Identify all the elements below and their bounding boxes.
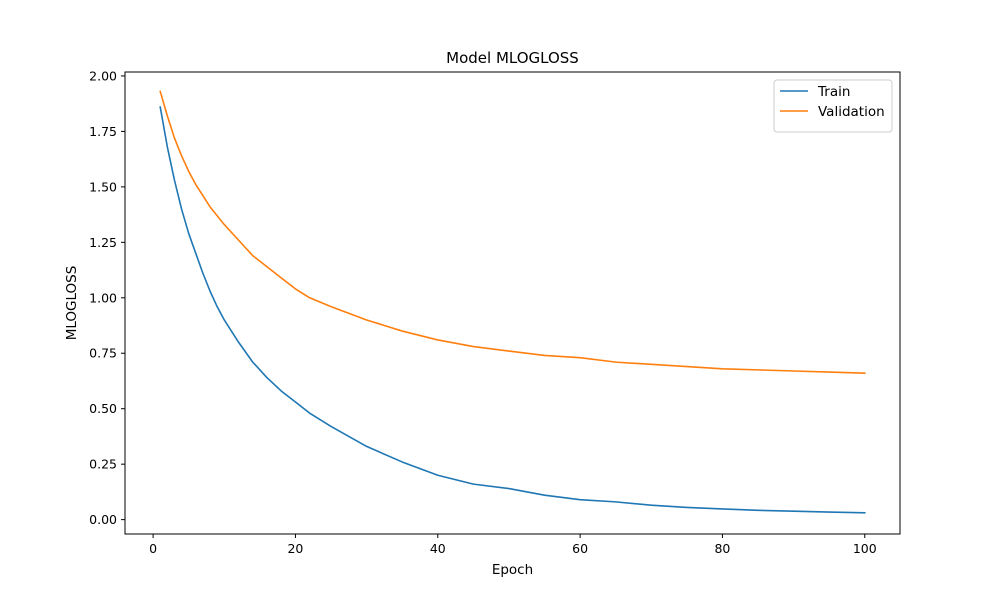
y-tick-label: 1.00 [89, 290, 117, 305]
legend-label-train: Train [817, 84, 850, 100]
y-tick-label: 1.75 [89, 124, 117, 139]
series-line-validation [159, 90, 866, 375]
y-tick-label: 1.50 [89, 179, 117, 194]
y-tick-label: 0.50 [89, 401, 117, 416]
plot-frame [124, 71, 901, 535]
legend-label-validation: Validation [818, 104, 885, 120]
series-line-train [159, 106, 866, 514]
legend-box [773, 79, 893, 133]
y-axis: 0.00 0.25 0.50 0.75 1.00 1.25 1.50 1.75 2.00 [89, 68, 125, 527]
x-tick-label: 100 [853, 541, 877, 556]
x-tick-label: 20 [287, 541, 303, 556]
y-tick-label: 2.00 [89, 68, 117, 83]
y-tick-label: 1.25 [89, 235, 117, 250]
x-tick-label: 0 [149, 541, 157, 556]
x-axis-label: Epoch [492, 562, 533, 578]
y-tick-label: 0.75 [89, 346, 117, 361]
x-tick-label: 40 [430, 541, 446, 556]
x-tick-label: 80 [714, 541, 730, 556]
chart-title: Model MLOGLOSS [446, 49, 579, 67]
x-axis: 0 20 40 60 80 100 [149, 534, 877, 556]
plot-lines [159, 90, 866, 514]
legend: Train Validation [773, 79, 893, 133]
y-axis-label: MLOGLOSS [64, 266, 80, 341]
x-tick-label: 60 [572, 541, 588, 556]
y-tick-label: 0.00 [89, 512, 117, 527]
y-tick-label: 0.25 [89, 457, 117, 472]
